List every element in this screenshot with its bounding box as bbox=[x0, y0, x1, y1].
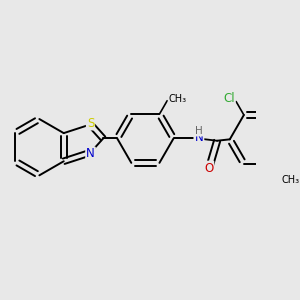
Text: S: S bbox=[87, 116, 94, 130]
Text: N: N bbox=[86, 148, 95, 160]
Text: N: N bbox=[195, 131, 203, 144]
Text: O: O bbox=[204, 161, 213, 175]
Text: CH₃: CH₃ bbox=[281, 175, 299, 185]
Text: H: H bbox=[195, 126, 203, 136]
Text: CH₃: CH₃ bbox=[169, 94, 187, 104]
Text: Cl: Cl bbox=[223, 92, 235, 105]
